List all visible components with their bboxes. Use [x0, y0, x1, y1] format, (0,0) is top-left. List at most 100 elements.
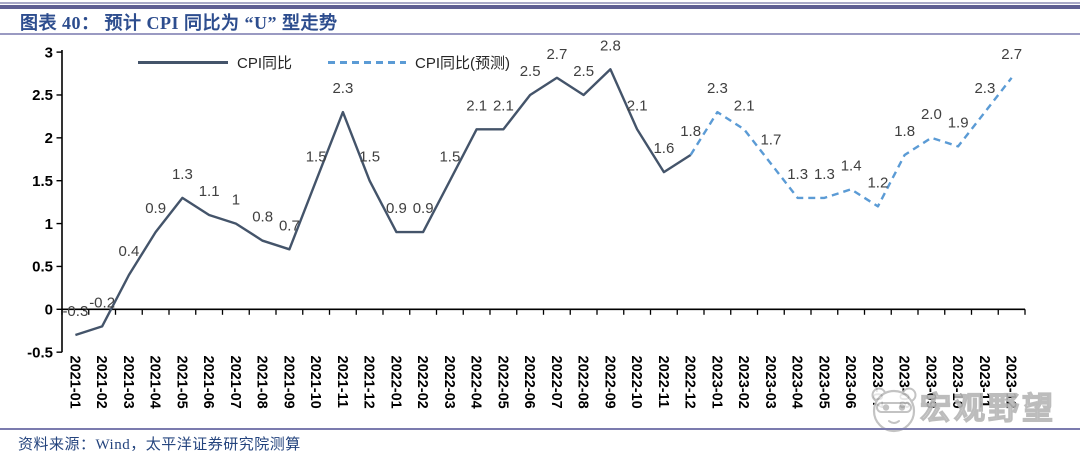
x-tick-label: 2021-09: [280, 356, 296, 409]
data-label: 2.1: [734, 97, 755, 114]
data-label: 1.3: [787, 166, 808, 183]
x-tick-label: 2021-01: [66, 356, 82, 409]
x-tick-label: 2021-04: [147, 356, 163, 409]
data-label: -0.2: [89, 294, 115, 311]
data-label: 2.1: [627, 97, 648, 114]
x-tick-label: 2021-08: [254, 356, 270, 409]
data-label: 1.4: [841, 157, 862, 174]
data-label: 1.9: [948, 114, 969, 131]
x-tick-label: 2023-12: [1003, 356, 1019, 409]
data-label: 2.3: [974, 80, 995, 97]
x-tick-label: 2021-06: [200, 356, 216, 409]
y-tick-label: 2: [45, 130, 53, 147]
x-tick-label: 2022-04: [468, 356, 484, 409]
data-label: 1.6: [653, 140, 674, 157]
solid-line-swatch: [138, 61, 228, 64]
figure-title: 图表 40： 预计 CPI 同比为 “U” 型走势: [20, 13, 338, 33]
data-label: 2.7: [1001, 46, 1022, 63]
x-tick-labels: 2021-01 2021-02 2021-03 2021-04 2021-05 2021-…: [66, 356, 1018, 409]
x-tick-label: 2023-11: [976, 356, 992, 408]
x-axis: [61, 308, 1026, 315]
y-tick-label: -0.5: [27, 344, 53, 361]
y-tick-label: 3: [45, 44, 53, 61]
legend-label-actual: CPI同比: [237, 55, 293, 72]
x-tick-label: 2023-02: [735, 356, 751, 409]
x-tick-label: 2022-11: [655, 356, 671, 408]
data-label: 2.1: [493, 97, 514, 114]
x-tick-label: 2023-05: [815, 356, 831, 409]
legend-label-forecast: CPI同比(预测): [415, 55, 511, 72]
cpi-forecast-line: [689, 77, 1013, 208]
x-tick-label: 2021-07: [227, 356, 243, 409]
data-label: 2.0: [921, 106, 942, 123]
data-label: 0.4: [118, 243, 139, 260]
chart-legend: CPI同比 CPI同比(预测): [138, 52, 510, 73]
x-tick-label: 2023-07: [869, 356, 885, 409]
data-label: 2.3: [707, 80, 728, 97]
x-tick-label: 2022-02: [414, 356, 430, 409]
data-label: 2.1: [466, 97, 487, 114]
dashed-line-swatch: [328, 61, 407, 64]
x-tick-label: 2023-09: [922, 356, 938, 409]
data-labels: -0.3-0.2 0.4 0.9 1.3 1.1 1 0.8 0.7 1.5 2.3 1.5 0.9 0…: [62, 37, 1022, 320]
data-label: 1.3: [172, 166, 193, 183]
data-label: 1.8: [894, 123, 915, 140]
x-tick-label: 2022-12: [682, 356, 698, 409]
data-label: 2.5: [573, 63, 594, 80]
x-tick-label: 2022-06: [521, 356, 537, 409]
x-tick-label: 2022-10: [628, 356, 644, 409]
y-axis: 3 2.5 2 1.5 1 0.5 0 -0.5: [27, 44, 63, 361]
data-label: 0.9: [145, 200, 166, 217]
footer-divider: [0, 428, 1080, 430]
data-label: 1.5: [439, 149, 460, 166]
x-tick-label: 2023-08: [896, 356, 912, 409]
data-label: -0.3: [62, 303, 88, 320]
x-tick-label: 2023-06: [842, 356, 858, 409]
legend-item-actual: CPI同比: [138, 52, 292, 73]
x-tick-label: 2021-11: [334, 356, 350, 408]
data-label: 2.7: [546, 46, 567, 63]
x-tick-label: 2023-04: [789, 356, 805, 409]
data-label: 1.5: [359, 149, 380, 166]
data-label: 0.9: [386, 200, 407, 217]
x-tick-label: 2022-05: [494, 356, 510, 409]
x-tick-label: 2022-07: [548, 356, 564, 409]
x-tick-label: 2022-09: [601, 356, 617, 409]
cpi-actual-line: [75, 68, 692, 337]
y-tick-label: 1: [45, 216, 53, 233]
data-label: 1: [232, 192, 240, 209]
y-tick-label: 1.5: [32, 173, 53, 190]
data-label: 1.7: [760, 132, 781, 149]
source-note: 资料来源：Wind，太平洋证券研究院测算: [18, 437, 301, 453]
x-tick-label: 2023-10: [949, 356, 965, 409]
data-label: 1.1: [199, 183, 220, 200]
x-tick-label: 2021-12: [361, 356, 377, 409]
x-tick-label: 2021-02: [93, 356, 109, 409]
top-divider: [0, 5, 1080, 9]
data-label: 1.2: [867, 174, 888, 191]
data-label: 2.8: [600, 37, 621, 54]
x-tick-label: 2023-03: [762, 356, 778, 409]
data-label: 1.3: [814, 166, 835, 183]
legend-item-forecast: CPI同比(预测): [328, 52, 510, 73]
title-divider: [0, 33, 1080, 35]
x-tick-label: 2023-01: [708, 356, 724, 409]
x-tick-label: 2021-10: [307, 356, 323, 409]
data-label: 0.8: [252, 209, 273, 226]
y-tick-label: 0: [45, 302, 53, 319]
y-tick-label: 2.5: [32, 87, 53, 104]
data-label: 1.5: [306, 149, 327, 166]
data-label: 2.3: [332, 80, 353, 97]
x-tick-label: 2022-03: [441, 356, 457, 409]
top-divider-light: [0, 2, 1080, 4]
data-label: 2.5: [520, 63, 541, 80]
x-tick-label: 2021-03: [120, 356, 136, 409]
data-label: 0.7: [279, 217, 300, 234]
data-label: 1.8: [680, 123, 701, 140]
x-tick-label: 2022-08: [575, 356, 591, 409]
x-tick-label: 2021-05: [173, 356, 189, 409]
x-tick-label: 2022-01: [387, 356, 403, 409]
y-tick-label: 0.5: [32, 259, 53, 276]
